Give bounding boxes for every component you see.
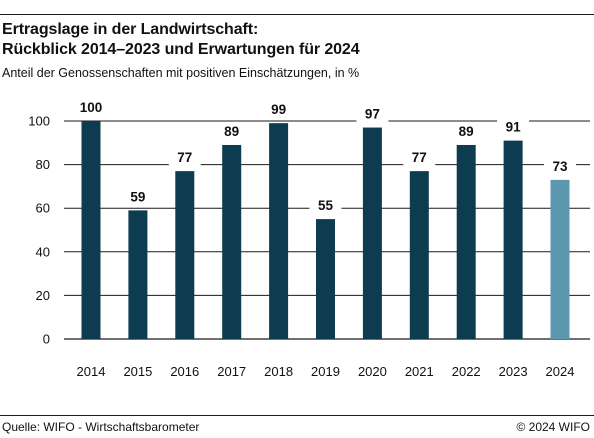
bar-2017 bbox=[222, 144, 242, 339]
bar-2018 bbox=[269, 123, 289, 340]
x-tick-label-2024: 2024 bbox=[546, 364, 575, 379]
data-label-2015: 59 bbox=[130, 189, 145, 204]
data-label-2018: 99 bbox=[271, 102, 286, 117]
source-note: Quelle: WIFO - Wirtschaftsbarometer bbox=[2, 420, 200, 434]
data-label-background bbox=[309, 198, 342, 215]
data-label-background bbox=[497, 119, 530, 136]
data-label-2021: 77 bbox=[412, 150, 427, 165]
y-tick-label: 60 bbox=[36, 201, 50, 216]
y-tick-label: 20 bbox=[36, 288, 50, 303]
data-label-background bbox=[356, 106, 389, 123]
y-tick-label: 80 bbox=[36, 157, 50, 172]
bar-2015 bbox=[128, 210, 148, 339]
data-labels: 100 59 77 89 99 55 97 77 89 91 73 bbox=[80, 100, 568, 213]
chart-title: Ertragslage in der Landwirtschaft: Rückb… bbox=[2, 20, 582, 60]
copyright-note: © 2024 WIFO bbox=[516, 420, 590, 434]
data-label-background bbox=[544, 158, 576, 175]
bar-2020 bbox=[362, 127, 382, 339]
data-label-2023: 91 bbox=[506, 120, 522, 135]
bar-2022 bbox=[456, 144, 476, 339]
bar-2024 bbox=[550, 179, 570, 339]
x-axis-ticks: 2014 2015 2016 2017 2018 2019 2020 2021 2022 2023… bbox=[77, 364, 575, 379]
bars bbox=[75, 100, 576, 340]
x-tick-label-2021: 2021 bbox=[405, 364, 434, 379]
data-label-background bbox=[75, 100, 107, 116]
y-tick-label: 40 bbox=[36, 244, 50, 259]
data-label-2022: 89 bbox=[459, 124, 474, 139]
x-tick-label-2017: 2017 bbox=[217, 364, 246, 379]
bar-2023 bbox=[503, 140, 523, 339]
x-tick-label-2023: 2023 bbox=[499, 364, 528, 379]
data-label-2024: 73 bbox=[552, 159, 568, 174]
data-label-2016: 77 bbox=[177, 150, 192, 165]
data-label-2019: 55 bbox=[318, 198, 334, 213]
data-label-background bbox=[168, 150, 201, 167]
data-label-background bbox=[262, 102, 295, 119]
y-axis-ticks: 0 20 40 60 80 100 bbox=[28, 114, 50, 347]
chart-title-line1: Ertragslage in der Landwirtschaft: bbox=[2, 21, 259, 38]
y-tick-label: 100 bbox=[28, 114, 50, 129]
bar-2016 bbox=[175, 171, 195, 339]
data-label-background bbox=[121, 189, 154, 206]
data-label-2020: 97 bbox=[365, 107, 380, 122]
data-label-background bbox=[403, 150, 436, 167]
x-tick-label-2019: 2019 bbox=[311, 364, 340, 379]
y-tick-label: 0 bbox=[43, 332, 50, 347]
x-tick-label-2022: 2022 bbox=[452, 364, 481, 379]
bar-2019 bbox=[316, 219, 335, 339]
data-label-2014: 100 bbox=[80, 100, 103, 115]
data-label-background bbox=[215, 123, 248, 140]
bar-chart: 0 20 40 60 80 100 100 59 77 89 99 55 97 77 89 91 73 201… bbox=[28, 100, 590, 379]
x-tick-label-2014: 2014 bbox=[77, 364, 106, 379]
x-tick-label-2015: 2015 bbox=[123, 364, 152, 379]
data-label-background bbox=[450, 123, 483, 140]
x-tick-label-2016: 2016 bbox=[170, 364, 199, 379]
bar-2021 bbox=[409, 171, 429, 339]
x-tick-label-2020: 2020 bbox=[358, 364, 387, 379]
top-rule bbox=[0, 14, 594, 15]
bar-2014 bbox=[81, 121, 101, 339]
bottom-rule bbox=[0, 415, 594, 416]
chart-title-line2: Rückblick 2014–2023 und Erwartungen für … bbox=[2, 41, 360, 58]
x-tick-label-2018: 2018 bbox=[264, 364, 293, 379]
chart-subtitle: Anteil der Genossenschaften mit positive… bbox=[2, 66, 360, 80]
data-label-2017: 89 bbox=[224, 124, 239, 139]
